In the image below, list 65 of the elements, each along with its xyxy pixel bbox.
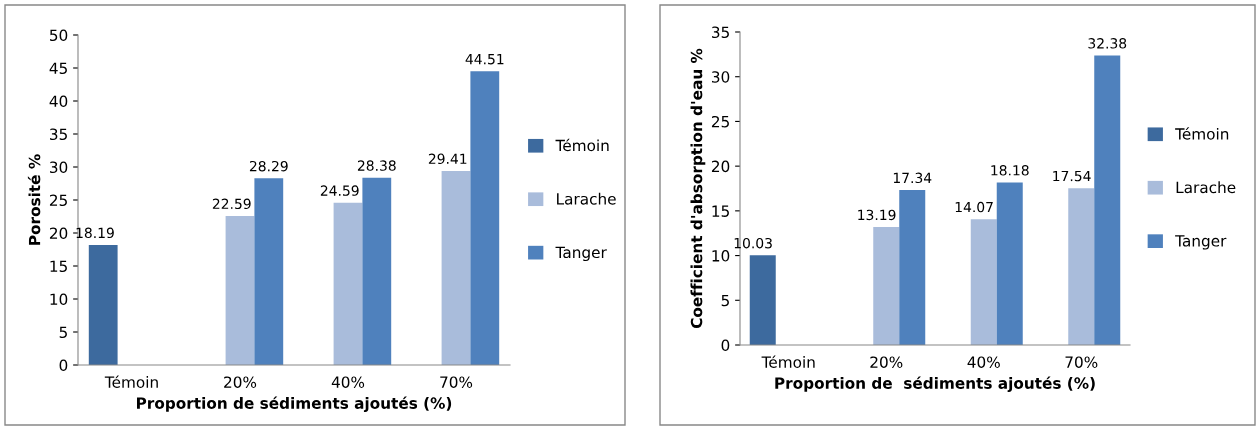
y-tick-label: 30 [50,161,68,174]
data-label: 32.38 [1088,38,1127,49]
bar [333,202,363,365]
bar [749,255,776,345]
data-label: 28.38 [357,160,396,171]
y-tick-label: 15 [50,260,67,273]
bar [1068,188,1095,345]
x-tick-label: Témoin [761,355,815,368]
y-tick-label: 30 [712,71,730,83]
data-label: 14.07 [955,201,993,213]
x-axis-title: Proportion de sédiments ajoutés (%) [775,376,1095,392]
y-tick-label: 5 [721,294,729,307]
data-label: 18.18 [991,165,1029,176]
y-tick-label: 20 [711,160,730,173]
data-label: 22.59 [212,198,251,210]
y-tick-label: 10 [712,250,730,262]
x-tick-label: 40% [331,376,365,388]
legend-label: Témoin [555,138,609,152]
data-label: 10.03 [734,237,772,249]
y-axis-title: Porosité % [27,154,41,245]
y-tick-label: 25 [711,115,729,128]
bar [899,189,926,345]
bar [1094,55,1121,345]
y-tick-label: 40 [49,95,68,108]
y-tick-label: 5 [59,326,67,339]
x-tick-label: 20% [224,376,257,388]
x-tick-label: 70% [440,376,473,388]
bar [470,71,500,365]
y-tick-label: 50 [50,29,68,42]
data-label: 28.29 [249,160,288,172]
y-tick-label: 0 [721,339,730,352]
legend-label: Témoin [1175,127,1229,140]
legend-label: Larache [1176,181,1236,194]
bar [362,177,392,365]
y-tick-label: 35 [712,26,729,39]
bar [970,219,997,345]
x-tick-label: 70% [1065,356,1098,368]
data-label: 13.19 [858,209,896,221]
y-tick-label: 20 [49,227,68,240]
x-tick-label: 20% [870,356,903,368]
data-label: 17.34 [893,172,932,184]
x-axis-title: Proportion de sédiments ajoutés (%) [137,396,452,412]
bar [441,170,471,365]
y-tick-label: 25 [49,194,67,207]
data-label: 24.59 [320,185,359,196]
data-label: 17.54 [1053,170,1091,182]
y-tick-label: 35 [50,128,67,141]
y-axis-title: Coefficient d'absorption d'eau % [690,48,706,329]
legend-label: Tanger [1175,235,1227,250]
x-tick-label: 40% [967,356,1000,368]
legend-label: Larache [557,192,616,205]
y-tick-label: 10 [50,293,68,306]
bar [873,227,900,345]
bar [996,182,1023,345]
y-tick-label: 45 [49,62,67,75]
legend-label: Tanger [555,246,607,262]
y-tick-label: 0 [59,359,68,372]
data-label: 18.19 [76,227,114,239]
bar [254,178,284,365]
x-tick-label: Témoin [104,375,158,388]
data-label: 44.51 [465,54,504,65]
bar [88,244,118,365]
y-tick-label: 15 [712,205,729,217]
bar [225,215,255,365]
data-label: 29.41 [428,153,467,165]
